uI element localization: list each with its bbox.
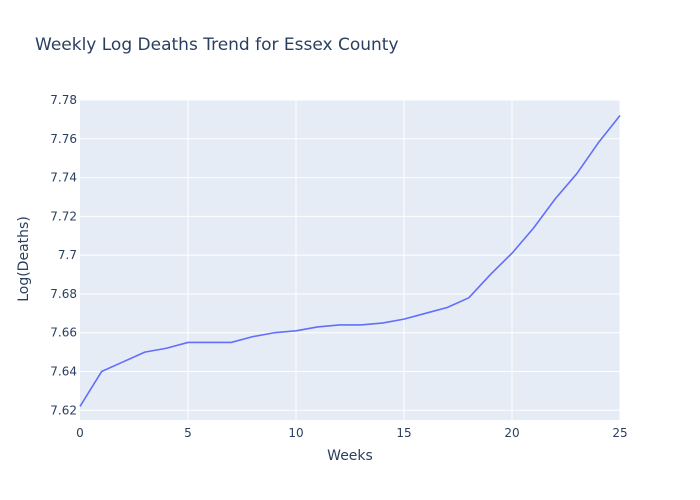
x-tick-label: 0 xyxy=(76,426,84,440)
plot-area xyxy=(80,100,620,420)
y-tick-label: 7.7 xyxy=(58,248,77,262)
y-axis-label: Log(Deaths) xyxy=(16,216,32,302)
x-tick-label: 25 xyxy=(612,426,627,440)
y-tick-label: 7.78 xyxy=(50,93,77,107)
x-tick-label: 10 xyxy=(288,426,303,440)
grid-lines xyxy=(80,99,621,420)
y-axis-ticks: 7.62 7.64 7.66 7.68 7.7 7.72 7.74 7.76 7.78 xyxy=(50,93,77,417)
chart-title: Weekly Log Deaths Trend for Essex County xyxy=(35,35,399,55)
y-tick-label: 7.68 xyxy=(50,287,77,301)
series-line xyxy=(79,115,621,407)
x-tick-label: 15 xyxy=(396,426,411,440)
x-tick-label: 20 xyxy=(504,426,519,440)
x-axis-ticks: 0 5 10 15 20 25 xyxy=(76,426,627,440)
y-tick-label: 7.72 xyxy=(50,209,77,223)
y-tick-label: 7.74 xyxy=(50,171,77,185)
y-tick-label: 7.66 xyxy=(50,326,77,340)
x-axis-label: Weeks xyxy=(327,448,373,464)
y-tick-label: 7.76 xyxy=(50,132,77,146)
y-tick-label: 7.62 xyxy=(50,403,77,417)
y-tick-label: 7.64 xyxy=(50,365,77,379)
x-tick-label: 5 xyxy=(184,426,192,440)
